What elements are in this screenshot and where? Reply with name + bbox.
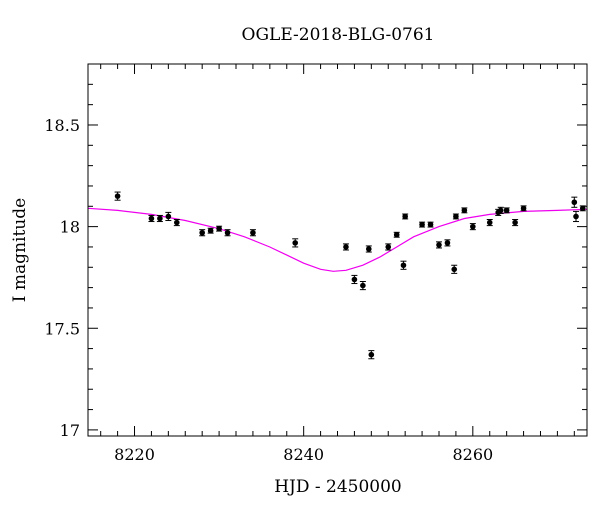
data-point xyxy=(199,229,205,236)
data-point xyxy=(402,213,408,220)
data-point xyxy=(453,213,459,220)
x-axis-label: HJD - 2450000 xyxy=(274,477,402,497)
data-point xyxy=(360,282,366,289)
y-axis-label: I magnitude xyxy=(10,198,30,302)
data-point xyxy=(292,240,299,246)
data-point xyxy=(520,205,527,212)
data-point xyxy=(365,246,372,252)
data-point xyxy=(419,221,425,228)
data-point xyxy=(461,207,468,214)
data-point xyxy=(503,207,510,214)
model-curve xyxy=(87,207,588,272)
data-point xyxy=(512,219,518,226)
x-tick-label: 8240 xyxy=(283,445,324,464)
chart-title: OGLE-2018-BLG-0761 xyxy=(242,25,435,45)
plot-area xyxy=(87,191,588,360)
x-tick-label: 8220 xyxy=(114,445,155,464)
data-point xyxy=(573,213,579,220)
data-point xyxy=(451,266,458,273)
data-point xyxy=(250,229,256,236)
data-point xyxy=(368,351,375,358)
data-point xyxy=(165,213,172,220)
data-point xyxy=(207,227,214,234)
y-tick-label: 18.5 xyxy=(44,116,80,135)
data-point xyxy=(351,276,358,283)
data-point xyxy=(114,193,121,199)
y-tick-label: 17 xyxy=(60,421,80,440)
data-point xyxy=(427,221,434,228)
data-point xyxy=(400,262,407,269)
x-tick-label: 8260 xyxy=(452,445,493,464)
y-tick-label: 18 xyxy=(60,218,80,237)
data-point xyxy=(174,219,180,226)
data-point xyxy=(385,244,392,250)
data-point xyxy=(497,207,504,214)
data-point xyxy=(148,215,155,222)
data-point xyxy=(486,219,493,226)
y-tick-label: 17.5 xyxy=(44,319,80,338)
data-point xyxy=(157,215,163,222)
data-point xyxy=(343,244,349,250)
data-point xyxy=(579,205,586,212)
data-point xyxy=(470,223,476,230)
axis-ticks: 8220 8240 8260 17 17.5 18 18.5 xyxy=(44,63,587,464)
data-point xyxy=(216,225,222,232)
data-point xyxy=(224,229,231,236)
plot-frame xyxy=(87,63,588,437)
data-point xyxy=(393,231,400,238)
data-point xyxy=(571,199,578,206)
data-point xyxy=(444,240,451,246)
data-point xyxy=(436,242,442,248)
